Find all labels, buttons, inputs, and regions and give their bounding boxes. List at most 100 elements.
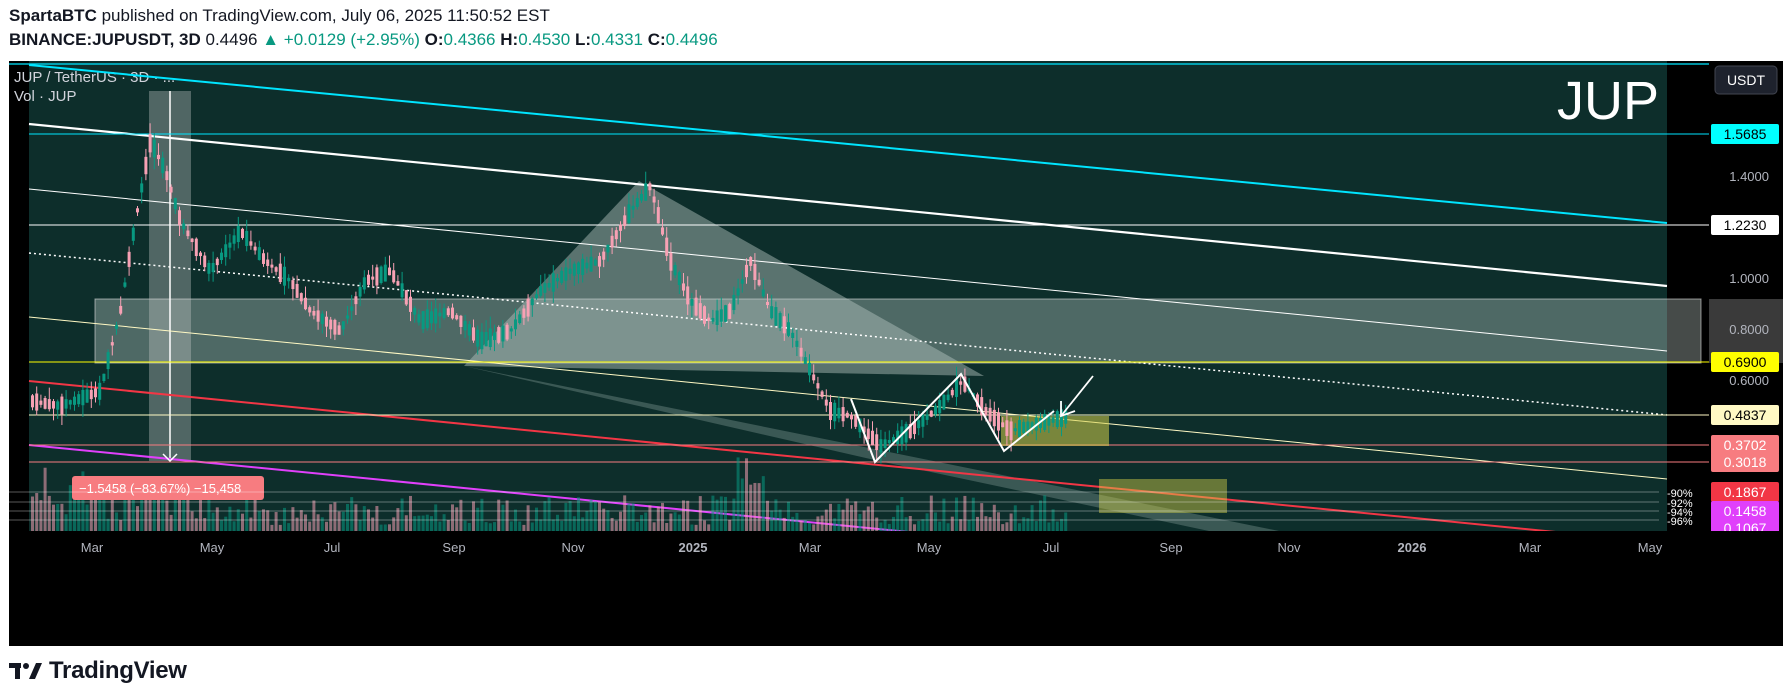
candle-body: [963, 376, 967, 392]
volume-bar: [635, 521, 639, 531]
volume-bar: [308, 521, 312, 531]
last-price: 0.4496: [205, 30, 258, 49]
volume-bar: [220, 520, 223, 531]
candle-body: [367, 274, 370, 285]
candle-body: [148, 133, 152, 153]
candle-body: [677, 272, 681, 285]
volume-bar: [375, 505, 379, 531]
candle-body: [417, 314, 421, 323]
candle-body: [295, 283, 299, 298]
tradingview-brand[interactable]: TradingView: [49, 657, 187, 684]
x-tick-label: Mar: [81, 540, 104, 555]
candle-body: [350, 306, 354, 311]
currency-button[interactable]: [1714, 65, 1778, 95]
candle-body: [358, 286, 362, 297]
candle-body: [551, 273, 555, 292]
price-label: 0.1867: [1724, 484, 1767, 500]
volume-bar: [1051, 509, 1055, 531]
y-tick-label: 0.8000: [1729, 322, 1769, 337]
volume-bar: [795, 512, 799, 531]
candle-body: [833, 402, 837, 422]
volume-bar: [266, 510, 270, 531]
time-axis[interactable]: [9, 531, 1783, 646]
volume-bar: [745, 458, 748, 531]
candle-body: [291, 280, 295, 290]
candle-body: [1064, 410, 1068, 424]
symbol-label: BINANCE:JUPUSDT, 3D: [9, 30, 201, 49]
volume-bar: [740, 478, 744, 531]
volume-bar: [1022, 517, 1026, 531]
candle-body: [451, 307, 454, 319]
candle-body: [934, 405, 937, 415]
x-tick-label: Sep: [1159, 540, 1182, 555]
volume-bar: [997, 512, 1000, 531]
candle-body: [430, 311, 433, 324]
candle-body: [203, 255, 207, 268]
volume-bar: [186, 497, 190, 531]
candle-body: [337, 325, 341, 335]
candle-body: [938, 400, 942, 414]
volume-bar: [757, 483, 761, 531]
candle-body: [81, 389, 85, 406]
price-label: 0.3702: [1724, 437, 1767, 453]
candle-body: [955, 378, 958, 397]
volume-bar: [85, 504, 89, 531]
volume-bar: [421, 515, 425, 531]
candle-body: [249, 241, 253, 246]
volume-bar: [442, 514, 446, 531]
volume-bar: [367, 509, 370, 531]
volume-bar: [593, 501, 597, 531]
candle-body: [64, 399, 68, 409]
volume-bar: [47, 495, 51, 531]
volume-bar: [551, 519, 555, 531]
volume-bar: [845, 498, 849, 531]
volume-bar: [39, 500, 43, 531]
close-label: C:: [647, 30, 666, 49]
candle-body: [379, 266, 383, 283]
volume-bar: [535, 507, 538, 531]
volume-bar: [438, 521, 442, 531]
volume-bar: [270, 524, 274, 531]
volume-bar: [690, 524, 694, 531]
price-label: 0.3018: [1724, 454, 1767, 470]
author-name[interactable]: SpartaBTC: [9, 6, 97, 25]
volume-bar: [316, 514, 320, 531]
low-label: L:: [574, 30, 591, 49]
volume-bar: [862, 510, 866, 531]
volume-bar: [362, 506, 366, 531]
price-label: 0.4837: [1724, 407, 1767, 423]
volume-bar: [1039, 500, 1042, 531]
volume-bar: [711, 495, 715, 531]
candle-body: [984, 407, 988, 416]
currency-button-label[interactable]: USDT: [1727, 72, 1766, 88]
candle-body: [463, 320, 467, 331]
volume-bar: [178, 495, 181, 531]
candle-body: [686, 286, 690, 305]
price-chart[interactable]: JUP / TetherUS · 3D · ... Vol · JUP JUP: [9, 61, 1783, 646]
candle-body: [946, 394, 950, 401]
volume-bar: [1009, 513, 1013, 531]
candle-body: [312, 310, 316, 316]
volume-bar: [782, 517, 786, 531]
volume-bar: [694, 524, 698, 531]
candle-body: [824, 399, 828, 406]
x-tick-label: Sep: [442, 540, 465, 555]
candle-body: [333, 319, 337, 335]
x-tick-label: Nov: [1277, 540, 1301, 555]
candle-body: [89, 389, 93, 400]
candle-body: [556, 277, 559, 282]
volume-bar: [761, 476, 765, 531]
volume-bar: [572, 516, 576, 531]
volume-bar: [404, 515, 408, 531]
volume-bar: [1018, 523, 1021, 531]
candle-body: [921, 414, 925, 427]
volume-bar: [753, 482, 757, 531]
volume-bar: [808, 522, 811, 531]
candle-body: [908, 424, 912, 439]
x-tick-label: 2025: [679, 540, 708, 555]
volume-bar: [669, 513, 673, 531]
candle-body: [253, 246, 257, 251]
volume-bar: [610, 517, 614, 531]
chart-area[interactable]: JUP / TetherUS · 3D · ... Vol · JUP JUP: [9, 61, 1783, 646]
volume-bar: [644, 512, 648, 531]
